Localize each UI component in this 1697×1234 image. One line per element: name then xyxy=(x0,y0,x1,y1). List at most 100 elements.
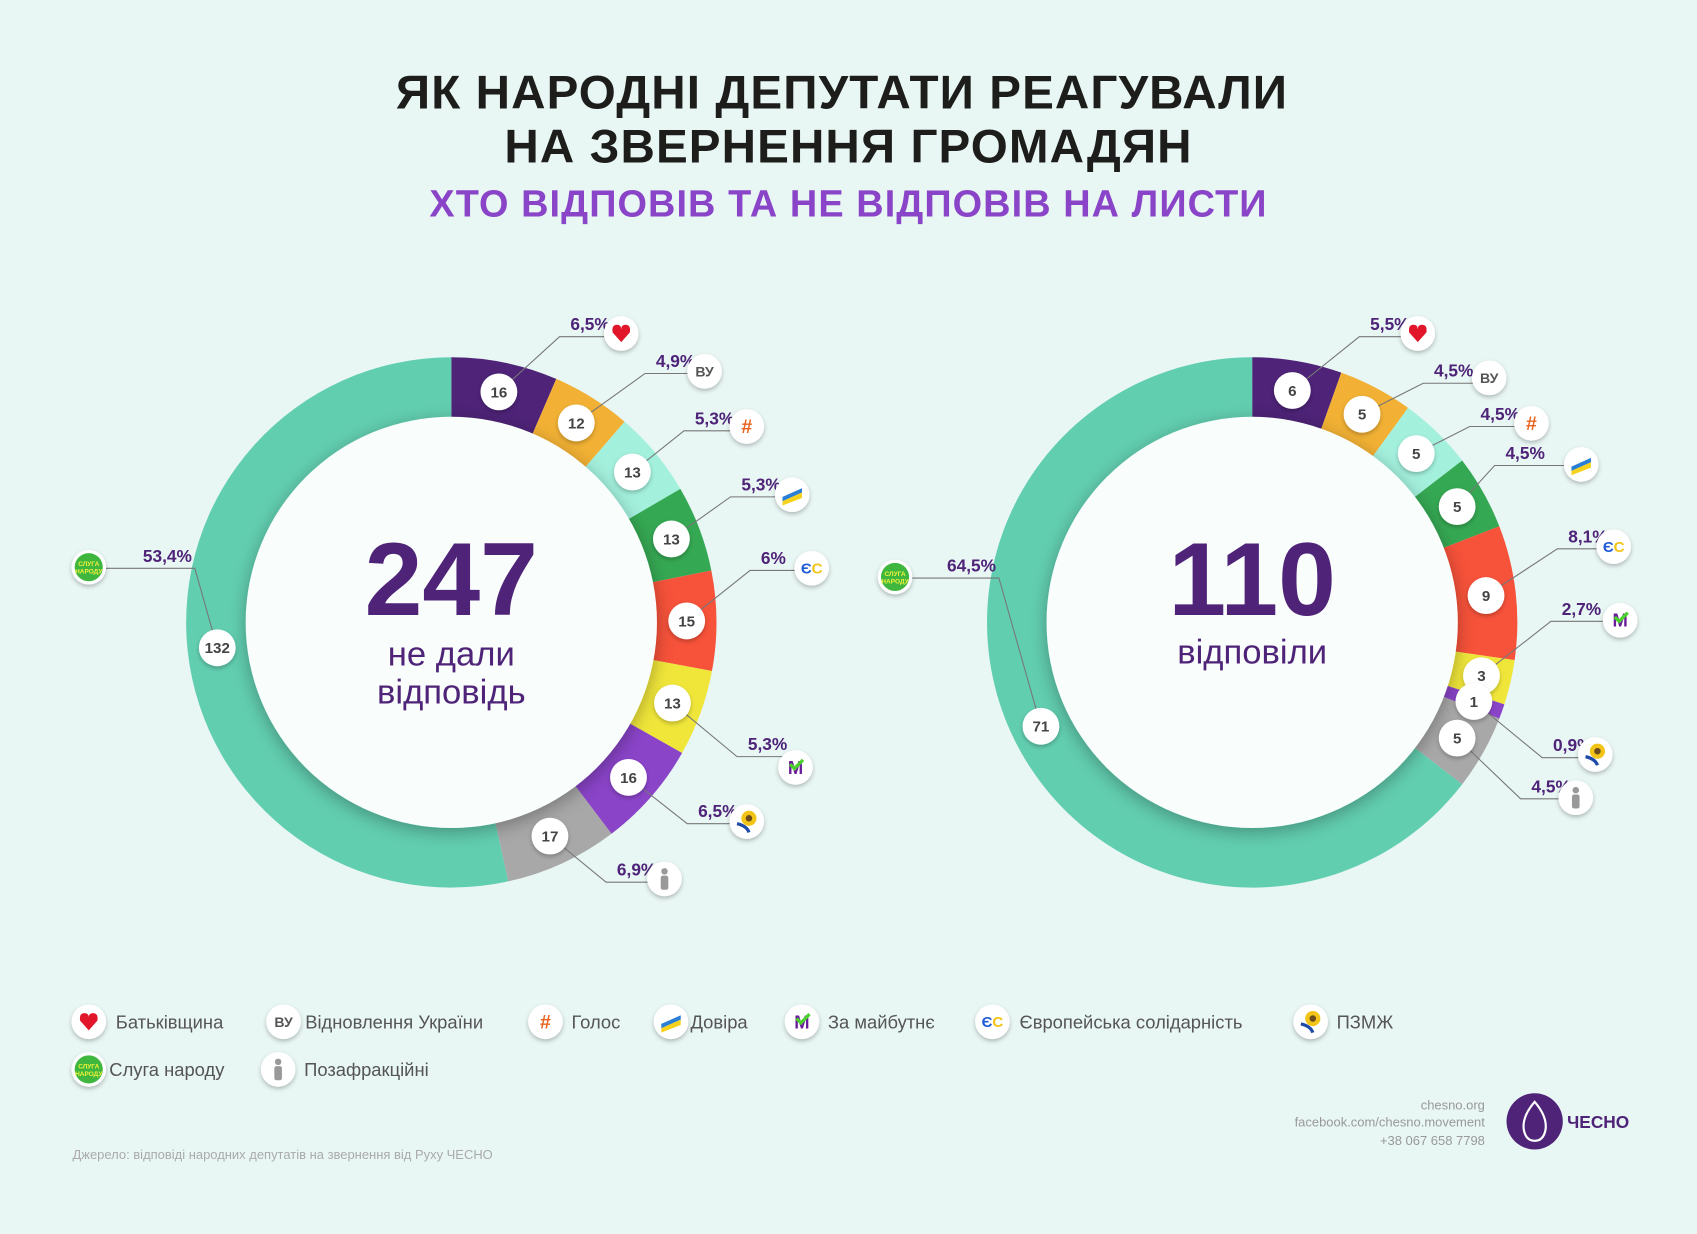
sluha-circle xyxy=(74,1055,103,1084)
legend-label: Слуга народу xyxy=(109,1059,225,1080)
sunflower-icon xyxy=(1577,737,1613,772)
m-icon: M xyxy=(1602,602,1638,638)
icon-badge xyxy=(794,550,830,586)
leader-line xyxy=(549,835,665,883)
count-badge xyxy=(1022,707,1060,745)
count-label: 13 xyxy=(624,464,641,481)
vu-text: ВУ xyxy=(1480,370,1499,386)
m-icon: M xyxy=(778,750,813,785)
legend-label: Європейська солідарність xyxy=(1019,1011,1242,1032)
count-badge xyxy=(1273,372,1311,409)
heart-shape xyxy=(1408,324,1427,343)
check-mark xyxy=(1613,611,1629,624)
legend-label: Довіра xyxy=(690,1011,748,1032)
es-e: Є xyxy=(982,1014,993,1031)
leader-line xyxy=(1473,701,1596,759)
holos-glyph: # xyxy=(540,1011,551,1033)
title-line-1: ЯК НАРОДНІ ДЕПУТАТИ РЕАГУВАЛИ xyxy=(396,66,1288,119)
dovira-icon xyxy=(653,1004,689,1040)
person-body xyxy=(660,875,669,890)
sunflower-icon xyxy=(729,804,765,839)
chesno-logo-text: ЧЕСНО xyxy=(1567,1112,1629,1132)
vu-icon: ВУ xyxy=(266,1004,301,1040)
legend-item: M За майбутнє xyxy=(784,1004,935,1040)
count-badge xyxy=(610,758,647,796)
person-head xyxy=(274,1058,282,1066)
donut-center xyxy=(1046,416,1458,829)
segment-sluha[interactable] xyxy=(186,357,509,888)
center-label-2: відповідь xyxy=(377,674,526,712)
sluha-circle xyxy=(74,553,103,582)
count-label: 3 xyxy=(1477,668,1485,685)
leader-line xyxy=(88,567,218,648)
percent-label: 64,5% xyxy=(947,556,996,576)
sluha-text-1: СЛУГА xyxy=(885,571,906,578)
count-badge xyxy=(557,404,595,442)
percent-label: 5,3% xyxy=(748,734,787,754)
flag-yellow xyxy=(782,492,802,506)
footer-facebook[interactable]: facebook.com/chesno.movement xyxy=(1295,1115,1486,1130)
heart-shape xyxy=(612,324,631,343)
icon-badge xyxy=(1596,529,1631,564)
flag-blue xyxy=(1571,457,1591,471)
footer-site[interactable]: chesno.org xyxy=(1421,1097,1485,1112)
heart-icon xyxy=(1400,316,1436,351)
person-icon xyxy=(1558,780,1594,816)
sunflower-icon xyxy=(1293,1004,1328,1040)
holos-icon: # xyxy=(729,409,765,444)
legend-item: Батьківщина xyxy=(71,1004,224,1040)
leader-line xyxy=(686,569,812,622)
legend-item: Позафракційні xyxy=(260,1052,429,1087)
percent-label: 53,4% xyxy=(143,546,192,566)
person-icon xyxy=(647,861,682,897)
sunflower-swoosh xyxy=(1585,755,1599,766)
check-mark xyxy=(795,1013,811,1026)
footer-phone: +38 067 658 7798 xyxy=(1380,1133,1485,1148)
count-badge xyxy=(668,602,706,640)
legend-item: ВУ Відновлення України xyxy=(266,1004,483,1040)
holos-glyph: # xyxy=(741,416,752,438)
sunflower-center xyxy=(1594,747,1601,755)
percent-label: 6,9% xyxy=(617,860,656,880)
person-body xyxy=(274,1066,282,1081)
legend-item: ПЗМЖ xyxy=(1293,1004,1393,1040)
vu-text: ВУ xyxy=(695,364,714,380)
holos-icon: # xyxy=(528,1004,563,1040)
count-badge xyxy=(1467,577,1505,614)
percent-label: 4,5% xyxy=(1434,361,1473,381)
garlic-icon xyxy=(1522,1100,1547,1142)
legend: Батьківщина ВУ Відновлення України # Голос До… xyxy=(71,1004,1393,1087)
vu-text: ВУ xyxy=(274,1014,293,1030)
leader-line xyxy=(671,496,793,540)
es-s: С xyxy=(992,1014,1003,1031)
icon-badge xyxy=(687,354,722,389)
icon-badge xyxy=(1471,360,1507,396)
legend-label: Відновлення України xyxy=(305,1011,483,1032)
leader-line xyxy=(628,776,747,825)
count-badge xyxy=(613,453,651,491)
vu-icon: ВУ xyxy=(1471,360,1507,396)
flag-blue xyxy=(661,1015,681,1029)
m-icon: M xyxy=(784,1004,820,1040)
dovira-icon xyxy=(774,477,810,513)
count-label: 12 xyxy=(568,415,585,432)
es-s: С xyxy=(1614,539,1625,556)
leader-line xyxy=(1291,336,1418,391)
leader-line xyxy=(1485,548,1614,597)
percent-label: 4,5% xyxy=(1505,443,1544,463)
flag-yellow xyxy=(1571,462,1591,476)
count-label: 16 xyxy=(620,770,637,787)
heart-icon xyxy=(71,1004,107,1040)
center-label-1: відповіли xyxy=(1177,634,1327,672)
count-label: 17 xyxy=(542,829,559,846)
leader-line xyxy=(895,577,1042,727)
count-badge xyxy=(1343,395,1381,433)
title-line-2: НА ЗВЕРНЕННЯ ГРОМАДЯН xyxy=(504,120,1192,173)
